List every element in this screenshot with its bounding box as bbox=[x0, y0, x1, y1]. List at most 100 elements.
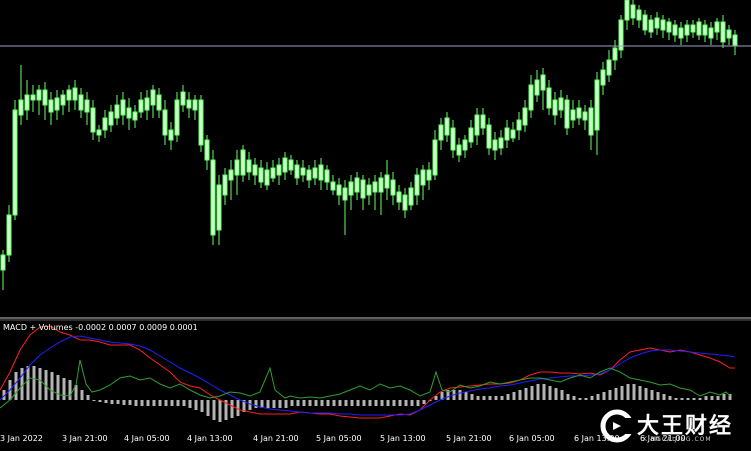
histogram-bar bbox=[692, 398, 696, 400]
histogram-bar bbox=[170, 400, 174, 406]
histogram-bar bbox=[290, 400, 294, 406]
candle-body bbox=[0, 254, 6, 271]
histogram-bar bbox=[566, 394, 570, 400]
histogram-bar bbox=[422, 400, 426, 404]
histogram-bar bbox=[728, 394, 732, 400]
histogram-bar bbox=[20, 368, 24, 400]
watermark-text: 大王财经 bbox=[637, 414, 734, 439]
histogram-bar bbox=[710, 396, 714, 400]
candle-body bbox=[108, 111, 114, 126]
x-axis-label: 5 Jan 05:00 bbox=[316, 434, 362, 443]
macd-histogram bbox=[2, 366, 732, 422]
candle-body bbox=[264, 169, 270, 186]
candle-body bbox=[438, 124, 444, 141]
candle-body bbox=[312, 167, 318, 179]
candle-body bbox=[444, 117, 450, 136]
volumes-green-line bbox=[0, 359, 731, 409]
histogram-bar bbox=[404, 400, 408, 406]
candle-body bbox=[612, 47, 618, 61]
histogram-bar bbox=[620, 386, 624, 400]
histogram-bar bbox=[482, 396, 486, 400]
candle-body bbox=[660, 19, 666, 31]
candle-body bbox=[198, 99, 204, 146]
histogram-bar bbox=[356, 400, 360, 406]
candle-body bbox=[558, 97, 564, 111]
histogram-bar bbox=[260, 400, 264, 408]
candle-body bbox=[636, 9, 642, 21]
x-axis-label: 4 Jan 13:00 bbox=[187, 434, 233, 443]
histogram-bar bbox=[218, 400, 222, 422]
candle-body bbox=[144, 97, 150, 111]
histogram-bar bbox=[434, 396, 438, 400]
candle-body bbox=[210, 159, 216, 236]
watermark-logo-icon bbox=[600, 409, 635, 443]
candle-body bbox=[582, 111, 588, 121]
candle-body bbox=[468, 127, 474, 143]
histogram-bar bbox=[182, 400, 186, 406]
histogram-bar bbox=[398, 400, 402, 406]
histogram-bar bbox=[152, 400, 156, 406]
candle-body bbox=[162, 109, 168, 136]
histogram-bar bbox=[188, 400, 192, 408]
histogram-bar bbox=[164, 400, 168, 406]
x-axis-label: 6 Jan 21:00 bbox=[640, 434, 686, 443]
histogram-bar bbox=[296, 400, 300, 406]
candle-body bbox=[606, 59, 612, 76]
histogram-bar bbox=[212, 400, 216, 420]
candle-body bbox=[732, 34, 738, 46]
histogram-bar bbox=[140, 400, 144, 406]
histogram-bar bbox=[668, 396, 672, 400]
histogram-bar bbox=[338, 400, 342, 406]
histogram-bar bbox=[716, 396, 720, 400]
candle-body bbox=[474, 114, 480, 136]
histogram-bar bbox=[332, 400, 336, 406]
histogram-bar bbox=[206, 400, 210, 416]
candle-body bbox=[720, 21, 726, 43]
candle-body bbox=[342, 187, 348, 201]
watermark: 大王财经 KINGCAIJING.COM bbox=[599, 408, 749, 448]
candle-body bbox=[180, 91, 186, 106]
histogram-bar bbox=[14, 372, 18, 400]
candle-body bbox=[480, 114, 486, 129]
candle-body bbox=[504, 127, 510, 141]
candle-body bbox=[570, 109, 576, 121]
histogram-bar bbox=[56, 375, 60, 400]
histogram-bar bbox=[614, 388, 618, 400]
candle-body bbox=[114, 104, 120, 119]
histogram-bar bbox=[44, 370, 48, 400]
histogram-bar bbox=[536, 384, 540, 400]
candle-body bbox=[396, 191, 402, 203]
histogram-bar bbox=[266, 400, 270, 408]
candle-body bbox=[708, 27, 714, 39]
histogram-bar bbox=[650, 390, 654, 400]
histogram-bar bbox=[68, 380, 72, 400]
histogram-bar bbox=[350, 400, 354, 406]
candle-body bbox=[390, 179, 396, 196]
candle-body bbox=[336, 184, 342, 196]
histogram-bar bbox=[92, 400, 96, 401]
histogram-bar bbox=[368, 400, 372, 406]
candle-body bbox=[234, 159, 240, 176]
histogram-bar bbox=[272, 400, 276, 408]
candle-body bbox=[594, 79, 600, 131]
histogram-bar bbox=[704, 396, 708, 400]
histogram-bar bbox=[362, 400, 366, 406]
candle-body bbox=[642, 14, 648, 31]
x-axis-label: 4 Jan 05:00 bbox=[124, 434, 170, 443]
histogram-bar bbox=[230, 400, 234, 418]
candle-body bbox=[252, 164, 258, 176]
histogram-bar bbox=[494, 396, 498, 400]
histogram-bar bbox=[548, 386, 552, 400]
x-axis-label: 4 Jan 21:00 bbox=[253, 434, 299, 443]
candle-body bbox=[276, 164, 282, 176]
candle-body bbox=[72, 87, 78, 101]
candle-body bbox=[192, 99, 198, 111]
histogram-bar bbox=[572, 396, 576, 400]
candle-body bbox=[90, 107, 96, 133]
histogram-bar bbox=[374, 400, 378, 406]
candle-body bbox=[576, 107, 582, 119]
macd-red-line bbox=[0, 325, 735, 419]
candle-body bbox=[354, 177, 360, 193]
candle-body bbox=[600, 69, 606, 86]
